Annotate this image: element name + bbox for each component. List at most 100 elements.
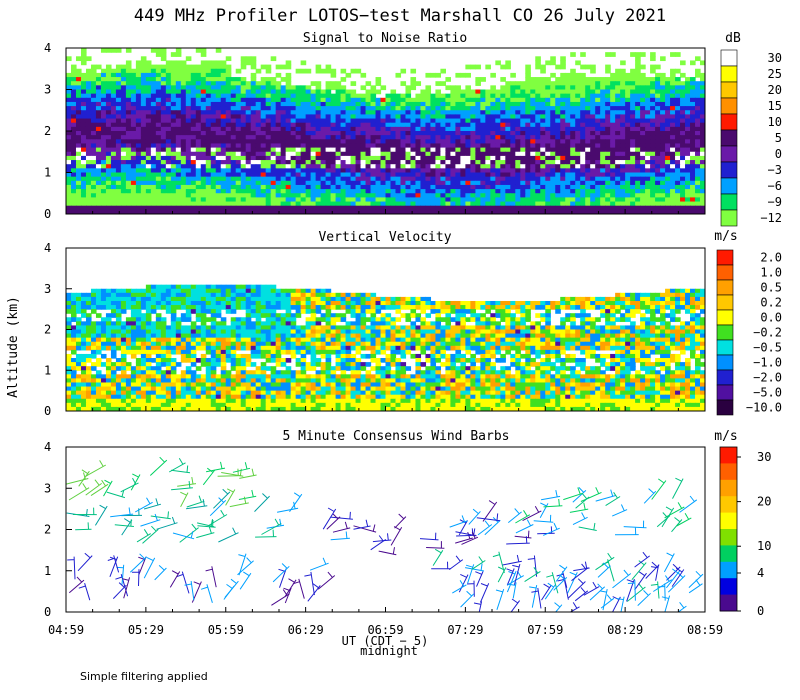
heatmap-cell: [395, 172, 402, 178]
heatmap-cell: [155, 189, 162, 194]
heatmap-cell: [650, 101, 656, 107]
heatmap-cell: [125, 201, 132, 207]
snr-heatmap: [66, 48, 705, 214]
heatmap-cell: [115, 93, 122, 99]
heatmap-cell: [215, 164, 222, 169]
heatmap-cell: [455, 143, 461, 149]
heatmap-cell: [75, 201, 82, 207]
heatmap-cell: [405, 201, 412, 207]
heatmap-cell: [170, 93, 177, 99]
heatmap-cell: [485, 64, 491, 70]
heatmap-cell: [200, 172, 207, 178]
heatmap-cell: [440, 131, 446, 136]
heatmap-cell: [485, 184, 491, 190]
heatmap-cell: [390, 114, 397, 120]
heatmap-cell: [125, 48, 132, 53]
heatmap-cell: [385, 93, 392, 99]
heatmap-cell: [370, 193, 377, 198]
heatmap-cell: [500, 114, 506, 120]
heatmap-cell: [265, 300, 272, 306]
heatmap-cell: [200, 197, 207, 203]
heatmap-cell: [225, 110, 232, 115]
heatmap-cell: [230, 184, 237, 190]
heatmap-cell: [215, 189, 222, 194]
heatmap-cell: [66, 89, 72, 95]
heatmap-cell: [530, 97, 536, 103]
heatmap-cell: [95, 77, 102, 82]
heatmap-cell: [190, 164, 197, 169]
heatmap-cell: [515, 143, 521, 149]
heatmap-cell: [85, 139, 92, 145]
heatmap-cell: [475, 193, 481, 198]
heatmap-cell: [450, 139, 456, 145]
heatmap-cell: [575, 85, 581, 91]
heatmap-cell: [405, 160, 412, 165]
heatmap-cell: [170, 184, 177, 190]
heatmap-cell: [100, 296, 107, 302]
heatmap-cell: [575, 164, 581, 169]
heatmap-cell: [80, 118, 87, 124]
heatmap-cell: [610, 110, 616, 115]
heatmap-cell: [675, 193, 681, 198]
heatmap-cell: [365, 176, 372, 182]
heatmap-cell: [315, 147, 322, 153]
heatmap-cell: [555, 180, 561, 186]
heatmap-cell: [225, 143, 232, 149]
heatmap-cell: [500, 300, 506, 306]
heatmap-cell: [415, 300, 422, 306]
heatmap-cell: [665, 300, 671, 306]
heatmap-cell: [450, 135, 456, 140]
heatmap-cell: [540, 106, 546, 111]
heatmap-cell: [400, 300, 407, 306]
heatmap-cell: [75, 197, 82, 203]
heatmap-cell: [450, 147, 456, 153]
heatmap-cell: [420, 126, 427, 132]
heatmap-cell: [285, 180, 292, 186]
heatmap-cell: [695, 201, 701, 207]
heatmap-cell: [160, 184, 167, 190]
colorbar-label: 25: [768, 67, 782, 81]
heatmap-cell: [520, 197, 526, 203]
heatmap-cell: [160, 122, 167, 128]
heatmap-cell: [695, 85, 701, 91]
heatmap-cell: [410, 110, 417, 115]
heatmap-cell: [225, 296, 232, 302]
heatmap-cell: [115, 85, 122, 91]
heatmap-cell: [615, 72, 621, 78]
heatmap-cell: [135, 184, 142, 190]
heatmap-cell: [355, 155, 362, 161]
heatmap-cell: [630, 168, 636, 174]
heatmap-cell: [295, 155, 302, 161]
heatmap-cell: [100, 68, 107, 74]
heatmap-cell: [235, 184, 242, 190]
heatmap-cell: [220, 189, 227, 194]
heatmap-cell: [675, 205, 681, 211]
heatmap-cell: [580, 300, 586, 306]
heatmap-cell: [395, 160, 402, 165]
heatmap-cell: [265, 172, 272, 178]
heatmap-cell: [250, 309, 257, 314]
heatmap-cell: [350, 122, 357, 128]
heatmap-cell: [315, 118, 322, 124]
heatmap-cell: [70, 85, 77, 91]
heatmap-cell: [490, 122, 496, 128]
heatmap-cell: [450, 184, 456, 190]
heatmap-cell: [95, 85, 102, 91]
heatmap-cell: [185, 284, 192, 290]
heatmap-cell: [215, 292, 222, 298]
heatmap-cell: [350, 292, 357, 298]
heatmap-cell: [475, 151, 481, 157]
heatmap-cell: [615, 201, 621, 207]
heatmap-cell: [440, 135, 446, 140]
heatmap-cell: [665, 110, 671, 115]
heatmap-cell: [325, 131, 332, 136]
heatmap-cell: [185, 300, 192, 306]
heatmap-cell: [680, 155, 686, 161]
heatmap-cell: [395, 168, 402, 174]
heatmap-cell: [680, 89, 686, 95]
heatmap-cell: [210, 139, 217, 145]
heatmap-cell: [640, 72, 646, 78]
heatmap-cell: [130, 81, 137, 86]
heatmap-cell: [505, 193, 511, 198]
heatmap-cell: [685, 300, 691, 306]
